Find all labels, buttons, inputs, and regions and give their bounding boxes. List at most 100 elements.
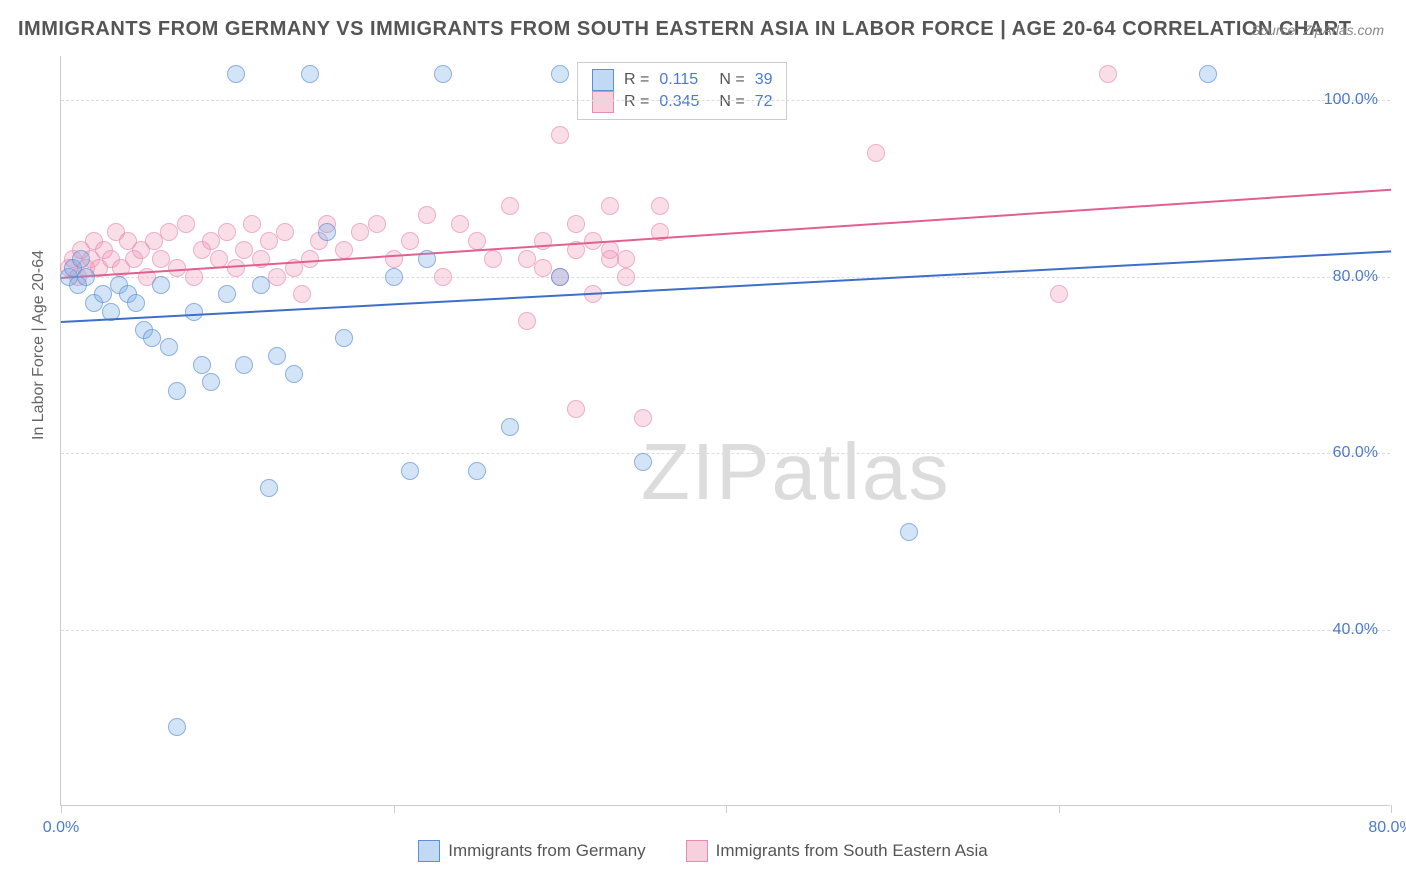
n-value-asia: 72: [755, 93, 773, 111]
xtick: [61, 805, 62, 813]
germany-point: [301, 65, 319, 83]
asia-point: [518, 250, 536, 268]
germany-swatch: [592, 69, 614, 91]
germany-point: [227, 65, 245, 83]
chart-area: R = 0.115 N = 39 R = 0.345 N = 72 ZIPatl…: [60, 56, 1390, 806]
germany-point: [418, 250, 436, 268]
stats-legend: R = 0.115 N = 39 R = 0.345 N = 72: [577, 62, 787, 120]
germany-point: [260, 479, 278, 497]
germany-point: [551, 268, 569, 286]
asia-point: [468, 232, 486, 250]
asia-point: [401, 232, 419, 250]
asia-point: [385, 250, 403, 268]
germany-point: [152, 276, 170, 294]
germany-point: [143, 329, 161, 347]
asia-point: [243, 215, 261, 233]
n-label: N =: [719, 71, 744, 89]
germany-label: Immigrants from Germany: [448, 841, 645, 861]
asia-point: [160, 223, 178, 241]
ytick-label: 40.0%: [1333, 621, 1378, 639]
r-label: R =: [624, 71, 649, 89]
r-label: R =: [624, 93, 649, 111]
asia-point: [276, 223, 294, 241]
xtick: [726, 805, 727, 813]
xtick-label: 0.0%: [43, 819, 79, 837]
germany-point: [268, 347, 286, 365]
asia-point: [567, 215, 585, 233]
asia-point: [518, 312, 536, 330]
asia-point: [617, 268, 635, 286]
asia-point: [501, 197, 519, 215]
germany-point: [634, 453, 652, 471]
germany-point: [900, 523, 918, 541]
xtick: [1059, 805, 1060, 813]
germany-point: [193, 356, 211, 374]
asia-point: [368, 215, 386, 233]
germany-point: [127, 294, 145, 312]
germany-point: [160, 338, 178, 356]
asia-point: [601, 197, 619, 215]
germany-point: [72, 250, 90, 268]
asia-point: [202, 232, 220, 250]
r-value-germany: 0.115: [659, 71, 709, 89]
germany-point: [551, 65, 569, 83]
ytick-label: 100.0%: [1324, 91, 1378, 109]
asia-swatch: [592, 91, 614, 113]
asia-point: [534, 232, 552, 250]
n-value-germany: 39: [755, 71, 773, 89]
asia-point: [268, 268, 286, 286]
germany-point: [1199, 65, 1217, 83]
germany-point: [235, 356, 253, 374]
asia-point: [168, 259, 186, 277]
germany-point: [501, 418, 519, 436]
germany-point: [385, 268, 403, 286]
asia-point: [218, 223, 236, 241]
germany-point: [434, 65, 452, 83]
asia-point: [235, 241, 253, 259]
germany-point: [77, 268, 95, 286]
gridline: [61, 100, 1390, 101]
germany-point: [94, 285, 112, 303]
asia-point: [634, 409, 652, 427]
asia-point: [451, 215, 469, 233]
asia-point: [651, 197, 669, 215]
source-label: Source: ZipAtlas.com: [1251, 22, 1384, 38]
asia-point: [434, 268, 452, 286]
chart-title: IMMIGRANTS FROM GERMANY VS IMMIGRANTS FR…: [18, 18, 1351, 41]
asia-point: [351, 223, 369, 241]
germany-point: [468, 462, 486, 480]
asia-point: [567, 400, 585, 418]
xtick: [394, 805, 395, 813]
asia-point: [1050, 285, 1068, 303]
gridline: [61, 453, 1390, 454]
ytick-label: 80.0%: [1333, 268, 1378, 286]
germany-point: [285, 365, 303, 383]
n-label: N =: [719, 93, 744, 111]
germany-point: [335, 329, 353, 347]
asia-point: [418, 206, 436, 224]
watermark: ZIPatlas: [641, 426, 950, 518]
asia-point: [617, 250, 635, 268]
asia-point: [335, 241, 353, 259]
r-value-asia: 0.345: [659, 93, 709, 111]
bottom-legend: Immigrants from Germany Immigrants from …: [0, 840, 1406, 862]
asia-point: [293, 285, 311, 303]
y-axis-label: In Labor Force | Age 20-64: [30, 250, 48, 440]
asia-point: [152, 250, 170, 268]
germany-point: [185, 303, 203, 321]
asia-point: [601, 241, 619, 259]
asia-point: [551, 126, 569, 144]
asia-point: [260, 232, 278, 250]
gridline: [61, 630, 1390, 631]
xtick: [1391, 805, 1392, 813]
asia-point: [177, 215, 195, 233]
asia-point: [534, 259, 552, 277]
asia-swatch: [686, 840, 708, 862]
germany-point: [202, 373, 220, 391]
asia-point: [867, 144, 885, 162]
germany-point: [218, 285, 236, 303]
asia-label: Immigrants from South Eastern Asia: [716, 841, 988, 861]
germany-point: [318, 223, 336, 241]
asia-point: [1099, 65, 1117, 83]
germany-point: [401, 462, 419, 480]
